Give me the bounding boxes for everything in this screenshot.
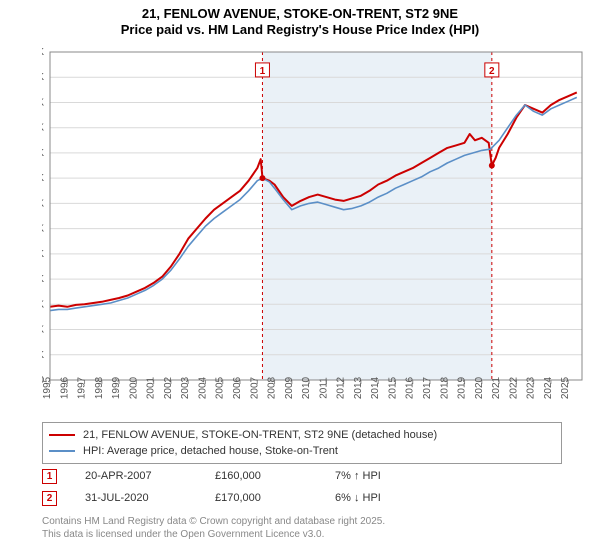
svg-text:£80K: £80K (42, 274, 44, 285)
svg-text:2013: 2013 (353, 376, 364, 399)
svg-text:£200K: £200K (42, 123, 44, 134)
footer: Contains HM Land Registry data © Crown c… (42, 515, 582, 541)
svg-text:2019: 2019 (457, 376, 468, 399)
svg-text:2014: 2014 (370, 376, 381, 399)
svg-text:2004: 2004 (197, 376, 208, 399)
svg-text:1999: 1999 (111, 376, 122, 399)
svg-text:£120K: £120K (42, 224, 44, 235)
svg-text:2015: 2015 (387, 376, 398, 399)
svg-text:£40K: £40K (42, 325, 44, 336)
svg-text:2016: 2016 (405, 376, 416, 399)
event-price-1: £160,000 (215, 470, 335, 482)
svg-text:£180K: £180K (42, 148, 44, 159)
svg-text:2000: 2000 (128, 376, 139, 399)
event-row-2: 2 31-JUL-2020 £170,000 6% ↓ HPI (42, 488, 582, 508)
svg-text:2012: 2012 (336, 376, 347, 399)
footer-line-2: This data is licensed under the Open Gov… (42, 528, 582, 541)
legend-label-2: HPI: Average price, detached house, Stok… (83, 445, 338, 457)
svg-text:2008: 2008 (267, 376, 278, 399)
svg-text:1996: 1996 (59, 376, 70, 399)
event-price-2: £170,000 (215, 492, 335, 504)
event-date-2: 31-JUL-2020 (85, 492, 215, 504)
legend-label-1: 21, FENLOW AVENUE, STOKE-ON-TRENT, ST2 9… (83, 429, 437, 441)
legend-item-hpi: HPI: Average price, detached house, Stok… (49, 443, 555, 459)
svg-text:2025: 2025 (560, 376, 571, 399)
svg-text:£220K: £220K (42, 97, 44, 108)
legend-item-price-paid: 21, FENLOW AVENUE, STOKE-ON-TRENT, ST2 9… (49, 427, 555, 443)
svg-text:2022: 2022 (508, 376, 519, 399)
line-chart: £0£20K£40K£60K£80K£100K£120K£140K£160K£1… (42, 44, 590, 414)
svg-text:1: 1 (260, 66, 266, 77)
svg-text:2011: 2011 (318, 377, 329, 399)
svg-text:£20K: £20K (42, 350, 44, 361)
svg-text:2024: 2024 (543, 376, 554, 399)
svg-text:£60K: £60K (42, 299, 44, 310)
svg-text:2023: 2023 (526, 376, 537, 399)
svg-text:£260K: £260K (42, 47, 44, 58)
svg-text:2010: 2010 (301, 376, 312, 399)
svg-text:2001: 2001 (146, 376, 157, 399)
svg-text:2003: 2003 (180, 376, 191, 399)
event-delta-2: 6% ↓ HPI (335, 492, 455, 504)
event-row-1: 1 20-APR-2007 £160,000 7% ↑ HPI (42, 466, 582, 486)
legend: 21, FENLOW AVENUE, STOKE-ON-TRENT, ST2 9… (42, 422, 562, 464)
svg-text:1995: 1995 (42, 376, 53, 399)
svg-text:1997: 1997 (77, 376, 88, 399)
svg-text:2020: 2020 (474, 376, 485, 399)
event-marker-1: 1 (42, 469, 57, 484)
svg-text:£140K: £140K (42, 198, 44, 209)
svg-text:£240K: £240K (42, 72, 44, 83)
svg-text:2021: 2021 (491, 376, 502, 399)
legend-swatch-1 (49, 434, 75, 436)
event-marker-2: 2 (42, 491, 57, 506)
svg-text:2018: 2018 (439, 376, 450, 399)
title-line-2: Price paid vs. HM Land Registry's House … (0, 22, 600, 38)
event-date-1: 20-APR-2007 (85, 470, 215, 482)
title-line-1: 21, FENLOW AVENUE, STOKE-ON-TRENT, ST2 9… (0, 6, 600, 22)
svg-text:1998: 1998 (94, 376, 105, 399)
legend-swatch-2 (49, 450, 75, 452)
chart-title: 21, FENLOW AVENUE, STOKE-ON-TRENT, ST2 9… (0, 0, 600, 41)
svg-text:2017: 2017 (422, 376, 433, 399)
svg-text:2: 2 (489, 66, 495, 77)
footer-line-1: Contains HM Land Registry data © Crown c… (42, 515, 582, 528)
svg-text:2006: 2006 (232, 376, 243, 399)
svg-text:£160K: £160K (42, 173, 44, 184)
svg-text:2005: 2005 (215, 376, 226, 399)
event-delta-1: 7% ↑ HPI (335, 470, 455, 482)
chart-area: £0£20K£40K£60K£80K£100K£120K£140K£160K£1… (42, 44, 590, 414)
svg-text:2002: 2002 (163, 376, 174, 399)
event-table: 1 20-APR-2007 £160,000 7% ↑ HPI 2 31-JUL… (42, 466, 582, 510)
svg-text:2009: 2009 (284, 376, 295, 399)
svg-text:£100K: £100K (42, 249, 44, 260)
svg-text:2007: 2007 (249, 376, 260, 399)
